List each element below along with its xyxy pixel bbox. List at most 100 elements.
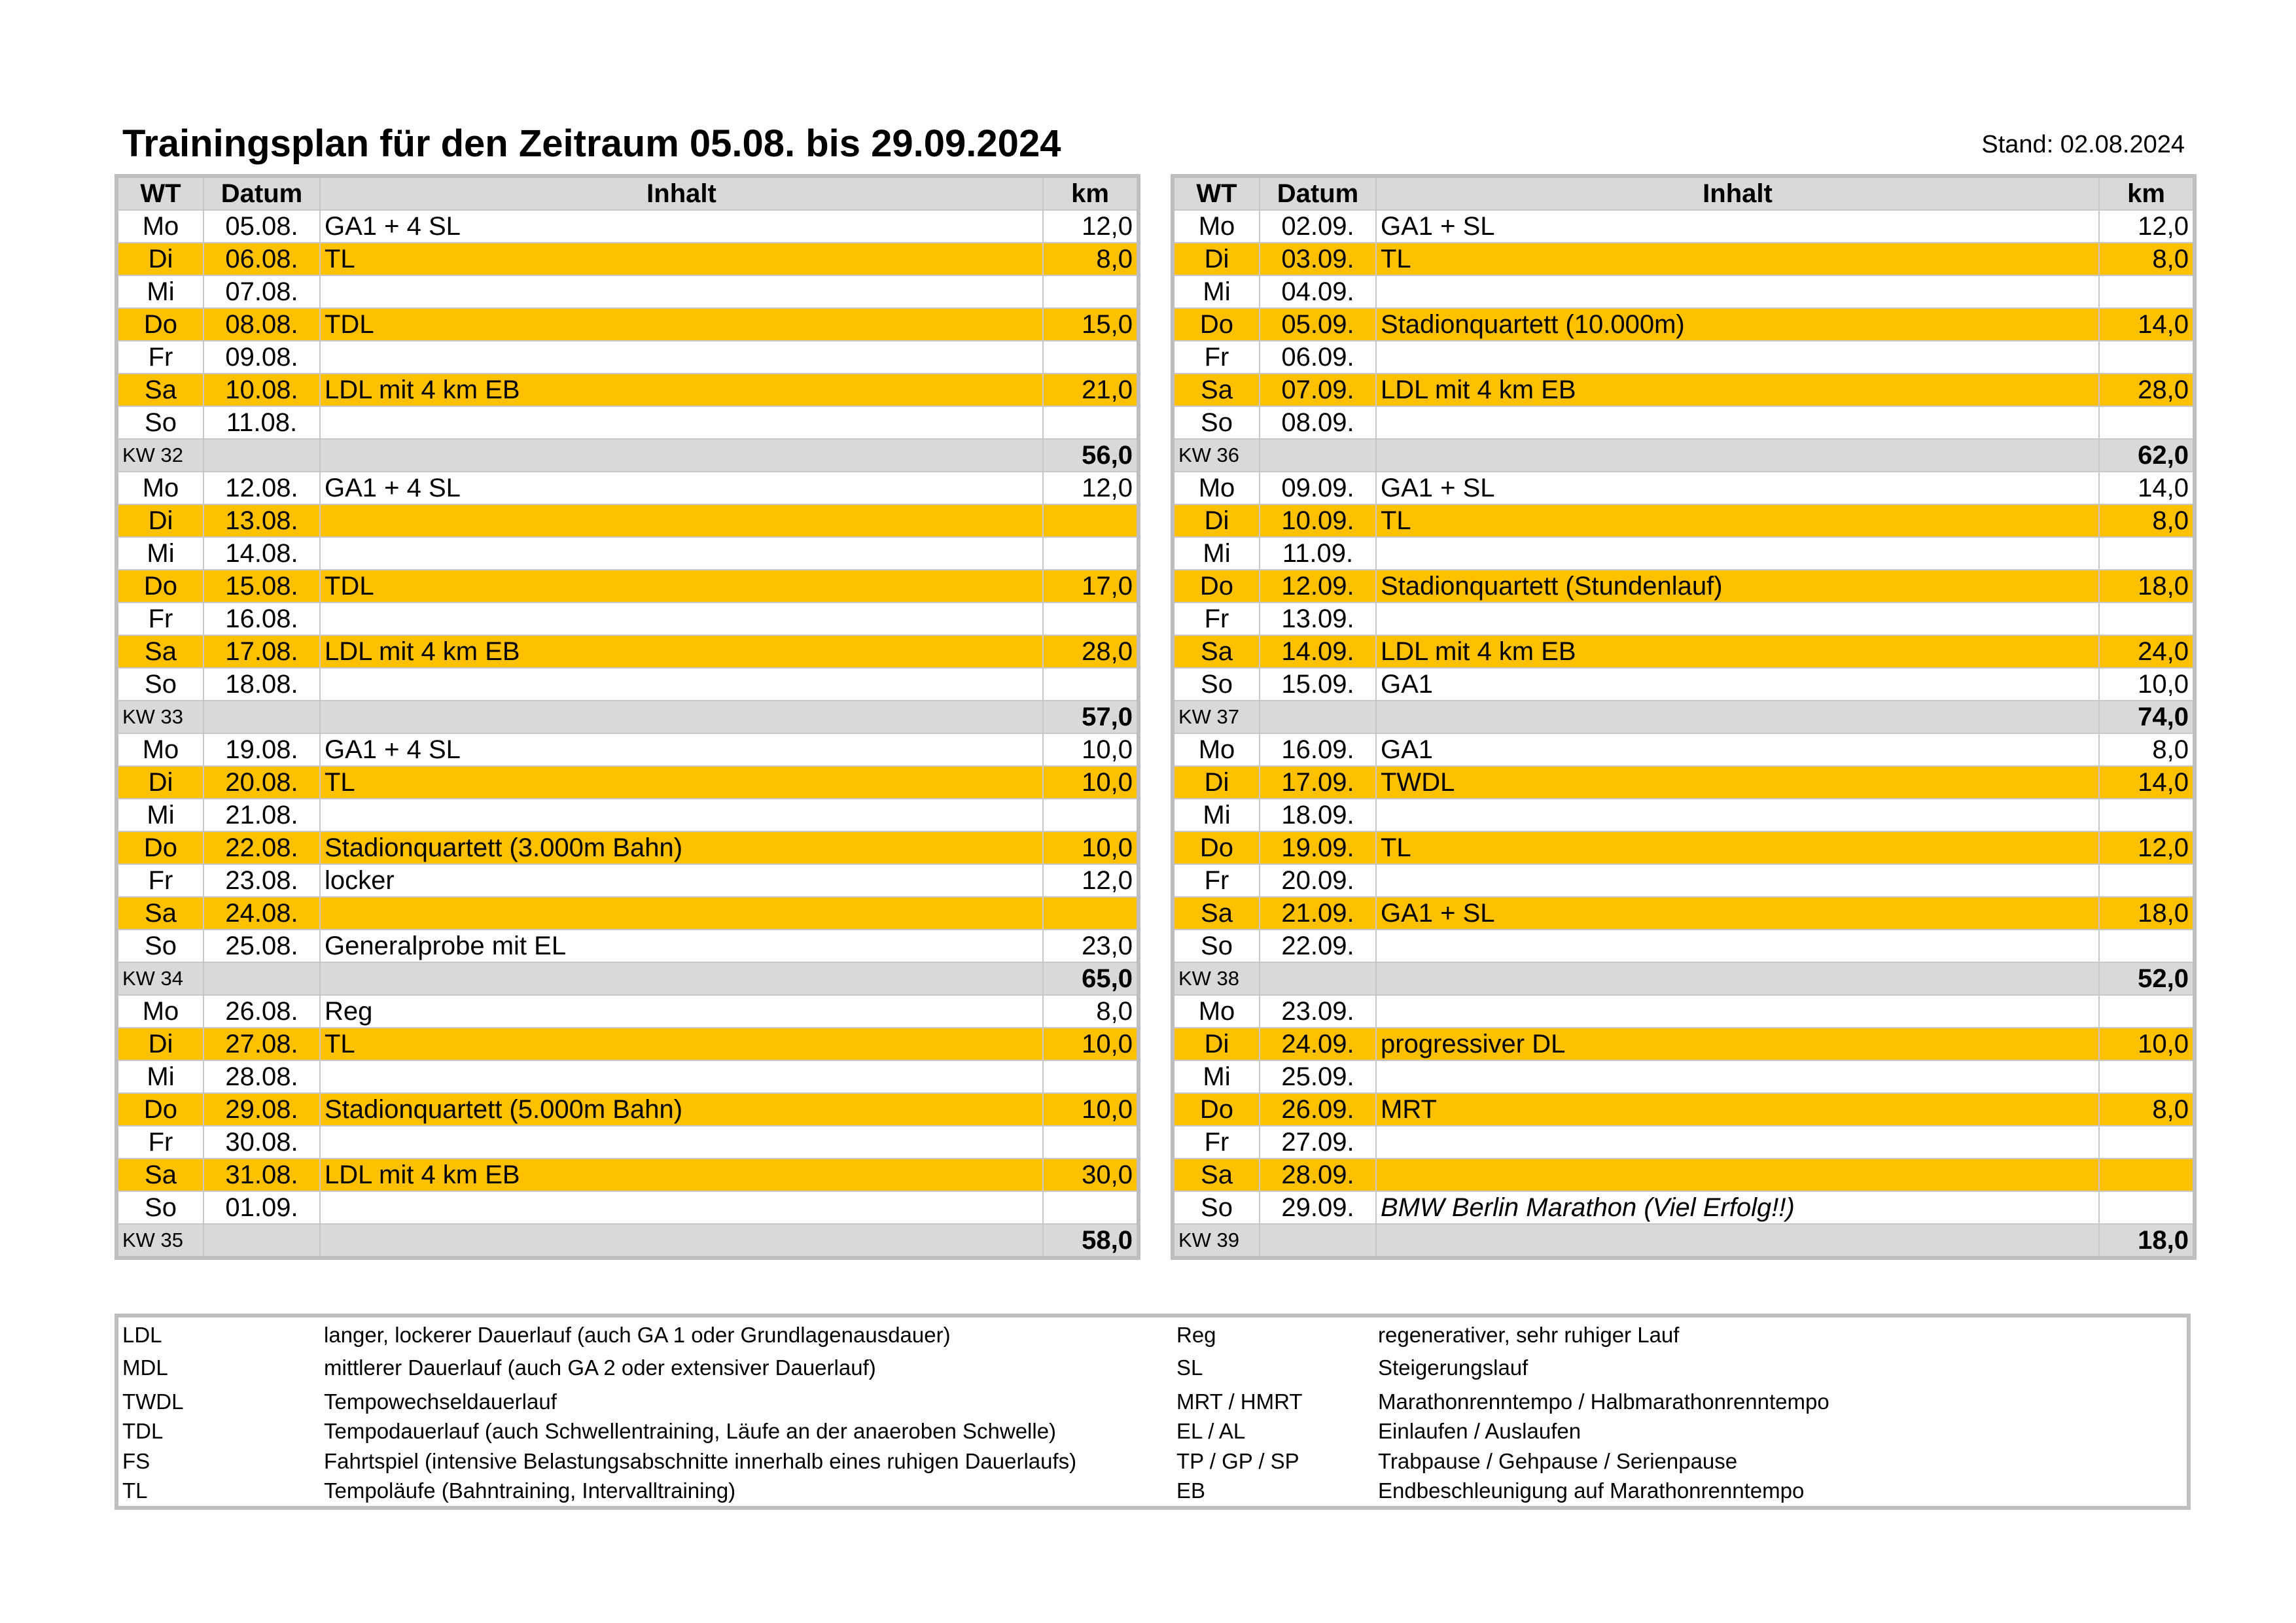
- week-total-row: KW 39 18,0: [1172, 1223, 2195, 1259]
- weekday: Mo: [116, 209, 204, 243]
- content: Stadionquartett (5.000m Bahn): [319, 1092, 1044, 1126]
- km: 12,0: [1042, 864, 1139, 898]
- km: 24,0: [2098, 635, 2195, 669]
- empty-cell: [1375, 700, 2100, 734]
- weekday: So: [116, 406, 204, 440]
- content: LDL mit 4 km EB: [319, 1158, 1044, 1192]
- km: 12,0: [2098, 831, 2195, 865]
- date: 14.08.: [203, 536, 321, 570]
- content: GA1 + 4 SL: [319, 209, 1044, 243]
- km: 8,0: [1042, 242, 1139, 276]
- content: GA1: [1375, 667, 2100, 701]
- km: 8,0: [2098, 504, 2195, 538]
- weekday: Sa: [1172, 373, 1260, 407]
- content: BMW Berlin Marathon (Viel Erfolg!!): [1375, 1191, 2100, 1225]
- day-row: Mi 28.08.: [116, 1060, 1139, 1094]
- day-row: Mi 04.09.: [1172, 275, 2195, 309]
- week-total-row: KW 35 58,0: [116, 1223, 1139, 1259]
- weekday: So: [1172, 929, 1260, 963]
- empty-cell: [1259, 438, 1377, 472]
- header-cell: Datum: [203, 175, 321, 211]
- km: [2098, 929, 2195, 963]
- weekday: Di: [116, 504, 204, 538]
- week-label: KW 39: [1172, 1223, 1260, 1259]
- week-total: 58,0: [1042, 1223, 1139, 1259]
- week-label: KW 33: [116, 700, 204, 734]
- empty-cell: [1259, 1223, 1377, 1259]
- weekday: Mo: [1172, 733, 1260, 767]
- weekday: Fr: [1172, 602, 1260, 636]
- content: [319, 1191, 1044, 1225]
- date: 24.08.: [203, 896, 321, 930]
- km: 18,0: [2098, 896, 2195, 930]
- empty-cell: [319, 962, 1044, 996]
- legend-description: Steigerungslauf: [1378, 1355, 1528, 1380]
- weekday: Do: [1172, 569, 1260, 603]
- day-row: So 18.08.: [116, 667, 1139, 701]
- day-row: Do 05.09. Stadionquartett (10.000m) 14,0: [1172, 307, 2195, 341]
- km: 23,0: [1042, 929, 1139, 963]
- date: 18.08.: [203, 667, 321, 701]
- legend-abbreviation: TL: [122, 1478, 148, 1503]
- km: 21,0: [1042, 373, 1139, 407]
- km: [1042, 340, 1139, 374]
- header-cell: km: [2098, 175, 2195, 211]
- km: 8,0: [2098, 1092, 2195, 1126]
- content: MRT: [1375, 1092, 2100, 1126]
- weekday: Mo: [1172, 471, 1260, 505]
- content: [1375, 406, 2100, 440]
- day-row: Mo 26.08. Reg 8,0: [116, 994, 1139, 1028]
- date: 23.08.: [203, 864, 321, 898]
- week-total-row: KW 37 74,0: [1172, 700, 2195, 734]
- content: TWDL: [1375, 765, 2100, 799]
- content: GA1 + SL: [1375, 896, 2100, 930]
- day-row: Di 27.08. TL 10,0: [116, 1027, 1139, 1061]
- training-table: WT Datum Inhalt km Mo 05.08. GA1 + 4 SL 12,0 Di 0…: [115, 174, 1140, 1260]
- legend-box: LDL langer, lockerer Dauerlauf (auch GA 1…: [115, 1314, 2191, 1510]
- date: 15.09.: [1259, 667, 1377, 701]
- date: 08.09.: [1259, 406, 1377, 440]
- legend-description: Trabpause / Gehpause / Serienpause: [1378, 1449, 1738, 1473]
- date: 19.08.: [203, 733, 321, 767]
- header-row: WT Datum Inhalt km: [1172, 175, 2195, 211]
- week-label: KW 36: [1172, 438, 1260, 472]
- day-row: Mi 18.09.: [1172, 798, 2195, 832]
- content: Stadionquartett (Stundenlauf): [1375, 569, 2100, 603]
- header-cell: km: [1042, 175, 1139, 211]
- header-cell: Inhalt: [1375, 175, 2100, 211]
- legend-description: Endbeschleunigung auf Marathonrenntempo: [1378, 1478, 1805, 1503]
- km: [1042, 798, 1139, 832]
- weekday: Di: [116, 242, 204, 276]
- weekday: Sa: [1172, 635, 1260, 669]
- date: 26.09.: [1259, 1092, 1377, 1126]
- day-row: Di 03.09. TL 8,0: [1172, 242, 2195, 276]
- km: 28,0: [1042, 635, 1139, 669]
- day-row: Sa 17.08. LDL mit 4 km EB 28,0: [116, 635, 1139, 669]
- weekday: Di: [116, 1027, 204, 1061]
- weekday: Mi: [116, 275, 204, 309]
- training-table: WT Datum Inhalt km Mo 02.09. GA1 + SL 12,0 Di 03.…: [1171, 174, 2197, 1260]
- km: [1042, 667, 1139, 701]
- content: progressiver DL: [1375, 1027, 2100, 1061]
- weekday: Do: [1172, 831, 1260, 865]
- day-row: Mi 07.08.: [116, 275, 1139, 309]
- content: [1375, 275, 2100, 309]
- day-row: Fr 06.09.: [1172, 340, 2195, 374]
- content: GA1: [1375, 733, 2100, 767]
- date: 22.09.: [1259, 929, 1377, 963]
- week-label: KW 37: [1172, 700, 1260, 734]
- day-row: Mo 09.09. GA1 + SL 14,0: [1172, 471, 2195, 505]
- km: [1042, 1191, 1139, 1225]
- weekday: Di: [116, 765, 204, 799]
- day-row: Do 08.08. TDL 15,0: [116, 307, 1139, 341]
- day-row: Fr 27.09.: [1172, 1125, 2195, 1159]
- empty-cell: [319, 1223, 1044, 1259]
- legend-description: langer, lockerer Dauerlauf (auch GA 1 od…: [324, 1323, 951, 1347]
- week-total: 74,0: [2098, 700, 2195, 734]
- content: [319, 1125, 1044, 1159]
- km: 10,0: [2098, 1027, 2195, 1061]
- weekday: Sa: [116, 373, 204, 407]
- week-label: KW 38: [1172, 962, 1260, 996]
- content: [1375, 1158, 2100, 1192]
- day-row: So 29.09. BMW Berlin Marathon (Viel Erfolg…: [1172, 1191, 2195, 1225]
